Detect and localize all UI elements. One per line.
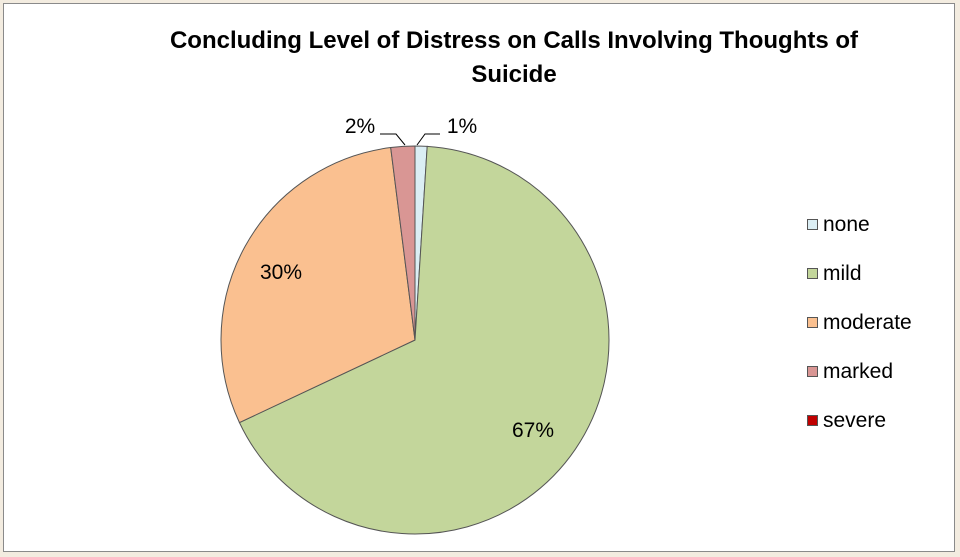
legend-swatch-marked <box>807 366 818 377</box>
legend-swatch-severe <box>807 415 818 426</box>
legend-swatch-none <box>807 219 818 230</box>
leader-line-marked <box>380 133 406 146</box>
legend-item-none: none <box>807 200 912 249</box>
chart-title: Concluding Level of Distress on Calls In… <box>169 27 859 88</box>
legend-label-moderate: moderate <box>823 310 912 334</box>
pie-slice-moderate <box>220 146 416 424</box>
data-label-mild: 67% <box>512 419 554 442</box>
legend-label-marked: marked <box>823 359 894 383</box>
legend-item-mild: mild <box>807 249 912 298</box>
data-labels: 1% 67% 30% 2% <box>260 115 554 442</box>
leader-lines <box>380 133 440 146</box>
legend-swatch-moderate <box>807 317 818 328</box>
pie-slice-marked <box>390 145 416 341</box>
pie-slices <box>220 145 610 535</box>
legend-item-severe: severe <box>807 396 912 445</box>
legend-label-mild: mild <box>823 261 862 285</box>
legend-label-none: none <box>823 212 870 236</box>
data-label-none: 1% <box>447 115 477 138</box>
data-label-marked: 2% <box>345 115 375 138</box>
legend-swatch-mild <box>807 268 818 279</box>
chart-area: Concluding Level of Distress on Calls In… <box>3 3 955 552</box>
data-label-moderate: 30% <box>260 261 302 284</box>
pie-slice-mild <box>238 145 610 535</box>
legend-label-severe: severe <box>823 408 887 432</box>
legend: none mild moderate marked severe <box>807 200 912 445</box>
pie-chart: 1% 67% 30% 2% <box>220 115 610 535</box>
leader-line-none <box>416 133 440 146</box>
legend-item-marked: marked <box>807 347 912 396</box>
legend-item-moderate: moderate <box>807 298 912 347</box>
